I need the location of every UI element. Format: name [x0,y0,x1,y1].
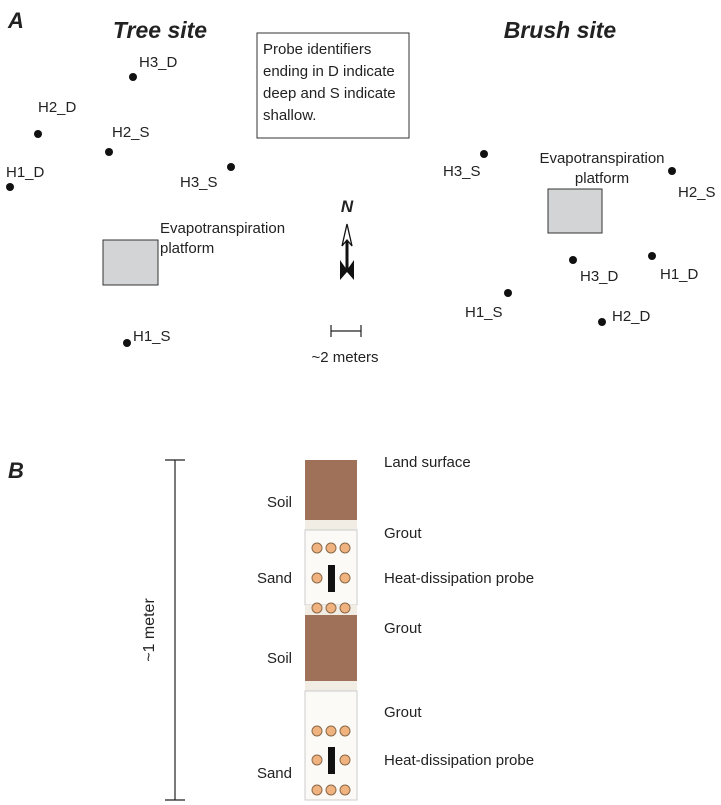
probe [648,252,656,260]
layer-label: Sand [257,570,292,587]
north-arrow [340,223,354,280]
panel-label: A [7,8,24,33]
scale-bar [330,325,362,337]
probe [504,289,512,297]
annotation: Heat-dissipation probe [384,570,534,587]
probe-label: H3_D [580,268,619,285]
annotation: Grout [384,525,422,542]
probe-label: H3_D [139,54,178,71]
probe [123,339,131,347]
probe-label: H2_S [112,124,150,141]
probe [668,167,676,175]
note-line: deep and S indicate [263,85,396,102]
probe [129,73,137,81]
probe-label: H1_D [6,164,45,181]
note-line: shallow. [263,107,316,124]
site-title: Tree site [113,17,207,43]
probe [480,150,488,158]
probe [569,256,577,264]
note-line: ending in D indicate [263,63,395,80]
platform-label: Evapotranspiration [160,220,285,237]
probe [227,163,235,171]
annotation: Grout [384,704,422,721]
platform-label: platform [160,240,214,257]
probe-label: H2_D [612,308,651,325]
layer-label: Soil [267,494,292,511]
soil-column [304,460,358,801]
scale-label: ~1 meter [141,598,158,662]
note-box [256,32,410,139]
probe-label: H3_S [180,174,218,191]
probe-label: H1_D [660,266,699,283]
probe-label: H2_D [38,99,77,116]
layer-label: Sand [257,765,292,782]
depth-scale [165,459,185,801]
probe-label: H1_S [133,328,171,345]
panel-label: B [8,458,24,483]
platform [102,239,159,286]
probe-label: H2_S [678,184,716,201]
note-line: Probe identifiers [263,41,371,58]
annotation: Heat-dissipation probe [384,752,534,769]
probe [105,148,113,156]
annotation: Land surface [384,454,471,471]
site-title: Brush site [504,17,617,43]
probe-label: H1_S [465,304,503,321]
probe-label: H3_S [443,163,481,180]
platform-label: Evapotranspiration [539,150,664,167]
layer-label: Soil [267,650,292,667]
probe [34,130,42,138]
annotation: Grout [384,620,422,637]
scale-label: ~2 meters [311,349,378,366]
north-label: N [341,197,354,216]
probe [6,183,14,191]
platform [547,188,603,234]
probe [598,318,606,326]
platform-label: platform [575,170,629,187]
